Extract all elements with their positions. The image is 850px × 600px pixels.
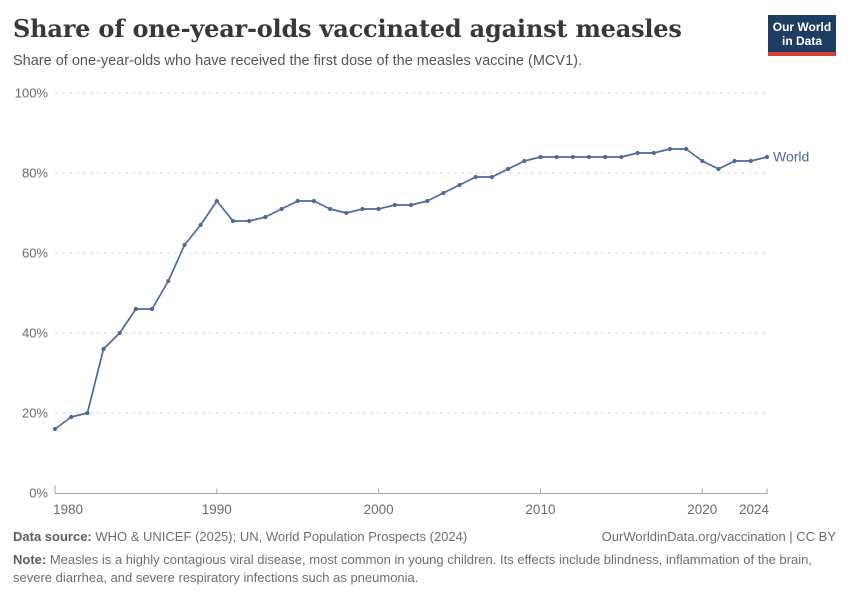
- world-line[interactable]: [54, 148, 768, 430]
- x-tick-label: 1980: [53, 502, 83, 517]
- data-point[interactable]: [457, 182, 462, 188]
- data-point[interactable]: [764, 154, 770, 160]
- x-tick-label: 1990: [202, 502, 232, 517]
- data-point[interactable]: [635, 150, 640, 156]
- x-tick-label: 2020: [687, 502, 717, 517]
- data-point[interactable]: [230, 218, 236, 224]
- owid-link[interactable]: OurWorldinData.org/vaccination | CC BY: [601, 529, 836, 544]
- data-point[interactable]: [311, 198, 316, 204]
- y-tick-label: 40%: [22, 326, 48, 341]
- data-point[interactable]: [732, 158, 737, 164]
- data-point[interactable]: [117, 330, 122, 336]
- data-point[interactable]: [700, 158, 705, 164]
- data-point[interactable]: [473, 174, 478, 180]
- data-point[interactable]: [408, 202, 414, 208]
- data-point[interactable]: [425, 198, 430, 204]
- data-point[interactable]: [586, 154, 592, 160]
- data-point[interactable]: [69, 414, 74, 420]
- data-point[interactable]: [85, 410, 90, 416]
- data-point[interactable]: [376, 206, 381, 212]
- data-point[interactable]: [166, 278, 171, 284]
- chart-subtitle: Share of one-year-olds who have received…: [13, 53, 582, 69]
- data-point[interactable]: [522, 158, 527, 164]
- data-point[interactable]: [716, 166, 721, 172]
- chart-footer: Data source: WHO & UNICEF (2025); UN, Wo…: [13, 529, 836, 588]
- data-point[interactable]: [279, 206, 284, 212]
- data-point[interactable]: [295, 198, 300, 204]
- note-label: Note:: [13, 552, 47, 567]
- data-source-label: Data source:: [13, 529, 92, 544]
- data-point[interactable]: [263, 214, 268, 220]
- chart-note: Note: Measles is a highly contagious vir…: [13, 551, 825, 588]
- data-point[interactable]: [133, 306, 138, 312]
- data-point[interactable]: [392, 202, 397, 208]
- data-point[interactable]: [684, 146, 689, 152]
- data-source-text: WHO & UNICEF (2025); UN, World Populatio…: [91, 529, 468, 544]
- note-text: Measles is a highly contagious viral dis…: [13, 552, 812, 586]
- y-tick-label: 100%: [15, 86, 49, 101]
- data-point[interactable]: [344, 210, 349, 216]
- owid-logo-line2: in Data: [781, 34, 822, 49]
- data-point[interactable]: [651, 150, 656, 156]
- data-point[interactable]: [554, 154, 559, 160]
- data-point[interactable]: [506, 166, 511, 172]
- data-point[interactable]: [328, 206, 333, 212]
- data-point[interactable]: [489, 174, 494, 180]
- data-point[interactable]: [198, 222, 203, 228]
- data-point[interactable]: [52, 426, 58, 432]
- y-tick-label: 0%: [29, 486, 48, 501]
- data-point[interactable]: [101, 346, 106, 352]
- x-tick-label: 2000: [364, 502, 394, 517]
- y-tick-label: 80%: [22, 166, 48, 181]
- data-point[interactable]: [360, 206, 365, 212]
- y-tick-label: 20%: [22, 406, 48, 421]
- series-label: World: [773, 149, 809, 165]
- x-tick-label: 2024: [739, 502, 770, 517]
- data-point[interactable]: [150, 306, 155, 312]
- data-point[interactable]: [214, 198, 219, 204]
- data-point[interactable]: [667, 146, 673, 152]
- data-point[interactable]: [603, 154, 608, 160]
- data-point[interactable]: [441, 190, 446, 196]
- data-point[interactable]: [182, 242, 187, 248]
- data-point[interactable]: [619, 154, 624, 160]
- owid-logo[interactable]: Our World in Data: [768, 15, 836, 57]
- page-title: Share of one-year-olds vaccinated agains…: [13, 14, 682, 43]
- y-tick-label: 60%: [22, 246, 48, 261]
- owid-logo-line1: Our World: [772, 20, 832, 34]
- data-point[interactable]: [247, 218, 252, 224]
- data-point[interactable]: [538, 154, 543, 160]
- x-tick-label: 2010: [525, 502, 555, 517]
- data-source: Data source: WHO & UNICEF (2025); UN, Wo…: [13, 529, 467, 544]
- data-point[interactable]: [748, 158, 753, 164]
- line-chart: 0% 20% 40% 60% 80% 100% 1980 1990 2000 2010 2020 20…: [15, 86, 810, 518]
- data-point[interactable]: [570, 154, 575, 160]
